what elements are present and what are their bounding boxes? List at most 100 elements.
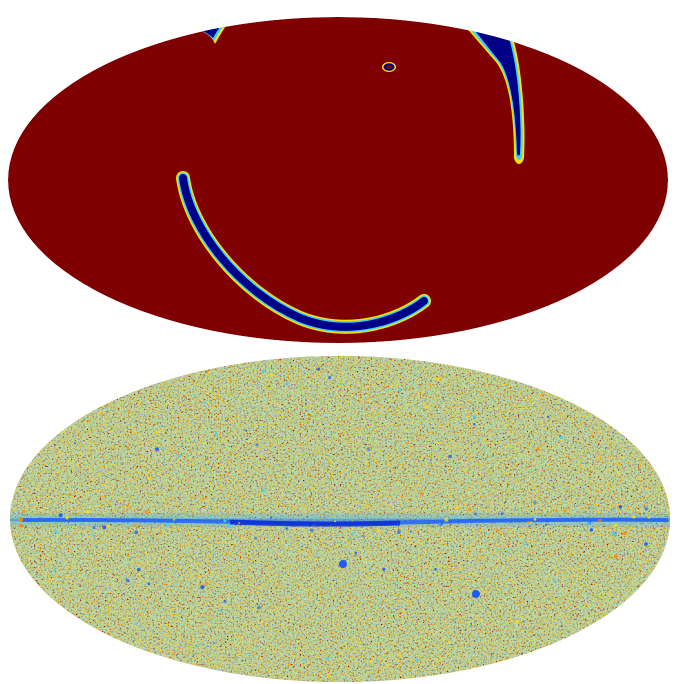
speckle (546, 509, 549, 512)
speckle (136, 567, 141, 572)
speckle (553, 579, 557, 583)
speckle (404, 517, 406, 520)
speckle (213, 642, 216, 645)
speckle (86, 575, 89, 578)
speckle (204, 581, 209, 586)
speckle (373, 535, 376, 539)
speckle (517, 372, 522, 377)
speckle (102, 394, 106, 398)
speckle (486, 574, 490, 579)
speckle (377, 529, 381, 534)
speckle (84, 639, 88, 643)
speckle (354, 551, 358, 555)
speckle (595, 490, 598, 493)
speckle (130, 518, 134, 522)
speckle (37, 617, 40, 620)
speckle (554, 509, 558, 513)
speckle (73, 508, 76, 510)
speckle (172, 518, 176, 521)
speckle (328, 376, 332, 380)
bottom-sky-map (10, 356, 670, 682)
speckle (201, 497, 205, 500)
speckle (607, 511, 610, 514)
speckle (646, 593, 649, 596)
speckle (200, 585, 205, 590)
speckle (352, 532, 356, 535)
speckle (472, 415, 477, 419)
speckle (625, 505, 628, 508)
speckle (495, 528, 500, 533)
speckle (101, 641, 106, 646)
speckle (194, 643, 199, 648)
speckle (528, 525, 531, 528)
bottom-sky-map-panel (0, 346, 678, 684)
speckle (486, 506, 489, 509)
speckle (588, 469, 591, 473)
speckle (622, 602, 626, 605)
speckle (102, 512, 104, 514)
speckle (580, 394, 583, 397)
speckle (621, 645, 624, 648)
speckle (559, 435, 563, 440)
speckle (219, 609, 222, 612)
speckle (19, 524, 23, 528)
speckle (546, 415, 550, 418)
speckle (390, 647, 393, 650)
speckle (149, 632, 152, 635)
speckle (205, 633, 207, 635)
galactic-plane-band (10, 512, 670, 528)
speckle (15, 385, 19, 389)
speckle (363, 540, 366, 543)
speckle (102, 525, 107, 530)
speckle (339, 528, 342, 531)
speckle (502, 473, 504, 476)
speckle (53, 568, 56, 572)
speckle (448, 454, 452, 458)
speckle (468, 508, 472, 512)
blue-blob (472, 590, 480, 598)
speckle (329, 525, 332, 528)
speckle (321, 525, 323, 528)
speckle (281, 493, 284, 497)
speckle (68, 492, 72, 497)
speckle (508, 373, 512, 377)
speckle (519, 600, 522, 603)
speckle (648, 516, 651, 519)
speckle (177, 663, 180, 666)
speckle (70, 387, 72, 390)
speckle (610, 658, 612, 661)
speckle (385, 531, 387, 534)
speckle (71, 495, 74, 499)
speckle (549, 367, 553, 371)
speckle (448, 508, 450, 510)
speckle (522, 414, 525, 416)
blue-blob (339, 560, 347, 568)
speckle (615, 532, 617, 534)
speckle (398, 587, 401, 590)
speckle (122, 510, 125, 513)
speckle (334, 520, 336, 523)
speckle (602, 363, 606, 367)
speckle (212, 552, 217, 556)
speckle (444, 517, 449, 522)
speckle (92, 385, 94, 387)
speckle (213, 396, 217, 400)
speckle (473, 423, 476, 426)
speckle (207, 507, 210, 510)
speckle (589, 506, 592, 509)
speckle (237, 521, 241, 525)
speckle (255, 443, 259, 447)
speckle (401, 457, 403, 460)
speckle (270, 516, 273, 519)
speckle (228, 525, 231, 529)
speckle (545, 519, 550, 523)
speckle (631, 527, 634, 530)
speckle (475, 636, 478, 639)
speckle (247, 620, 249, 623)
speckle (555, 601, 558, 604)
speckle (246, 509, 249, 512)
speckle (38, 397, 42, 402)
speckle (556, 419, 558, 422)
speckle (612, 531, 616, 536)
speckle (396, 530, 401, 534)
